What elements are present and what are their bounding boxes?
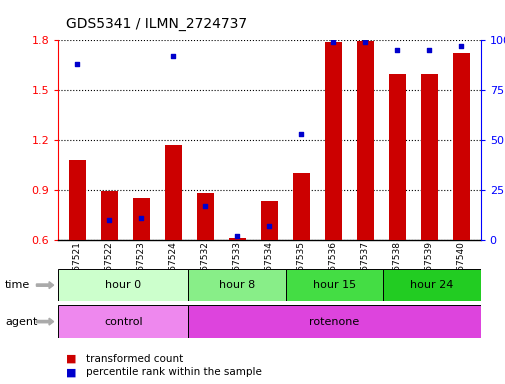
Bar [58,305,188,338]
Point [425,47,433,53]
Bar [420,74,437,240]
Point [137,215,145,221]
Text: control: control [104,316,142,327]
Text: ■: ■ [66,354,76,364]
Bar [388,74,406,240]
Bar [132,198,150,240]
Point [265,223,273,229]
Bar [164,145,182,240]
Point [361,39,369,45]
Text: hour 15: hour 15 [312,280,356,290]
Bar [356,41,374,240]
Bar [285,269,382,301]
Bar [292,174,310,240]
Text: hour 24: hour 24 [410,280,453,290]
Text: hour 0: hour 0 [105,280,141,290]
Text: percentile rank within the sample: percentile rank within the sample [86,367,262,377]
Point [329,39,337,45]
Point [297,131,305,137]
Text: ■: ■ [66,367,76,377]
Bar [188,305,480,338]
Text: rotenone: rotenone [309,316,359,327]
Text: hour 8: hour 8 [218,280,255,290]
Bar [69,160,86,240]
Bar [58,269,188,301]
Bar [228,237,246,240]
Bar [382,269,480,301]
Point [73,61,81,67]
Bar [260,201,278,240]
Bar [324,42,341,240]
Text: agent: agent [5,316,37,327]
Point [201,203,209,209]
Point [457,43,465,50]
Point [233,233,241,239]
Bar [452,53,469,240]
Bar [100,191,118,240]
Text: transformed count: transformed count [86,354,183,364]
Point [169,53,177,60]
Point [393,47,401,53]
Text: time: time [5,280,30,290]
Point [105,217,113,223]
Bar [196,193,214,240]
Bar [188,269,285,301]
Text: GDS5341 / ILMN_2724737: GDS5341 / ILMN_2724737 [66,17,246,31]
